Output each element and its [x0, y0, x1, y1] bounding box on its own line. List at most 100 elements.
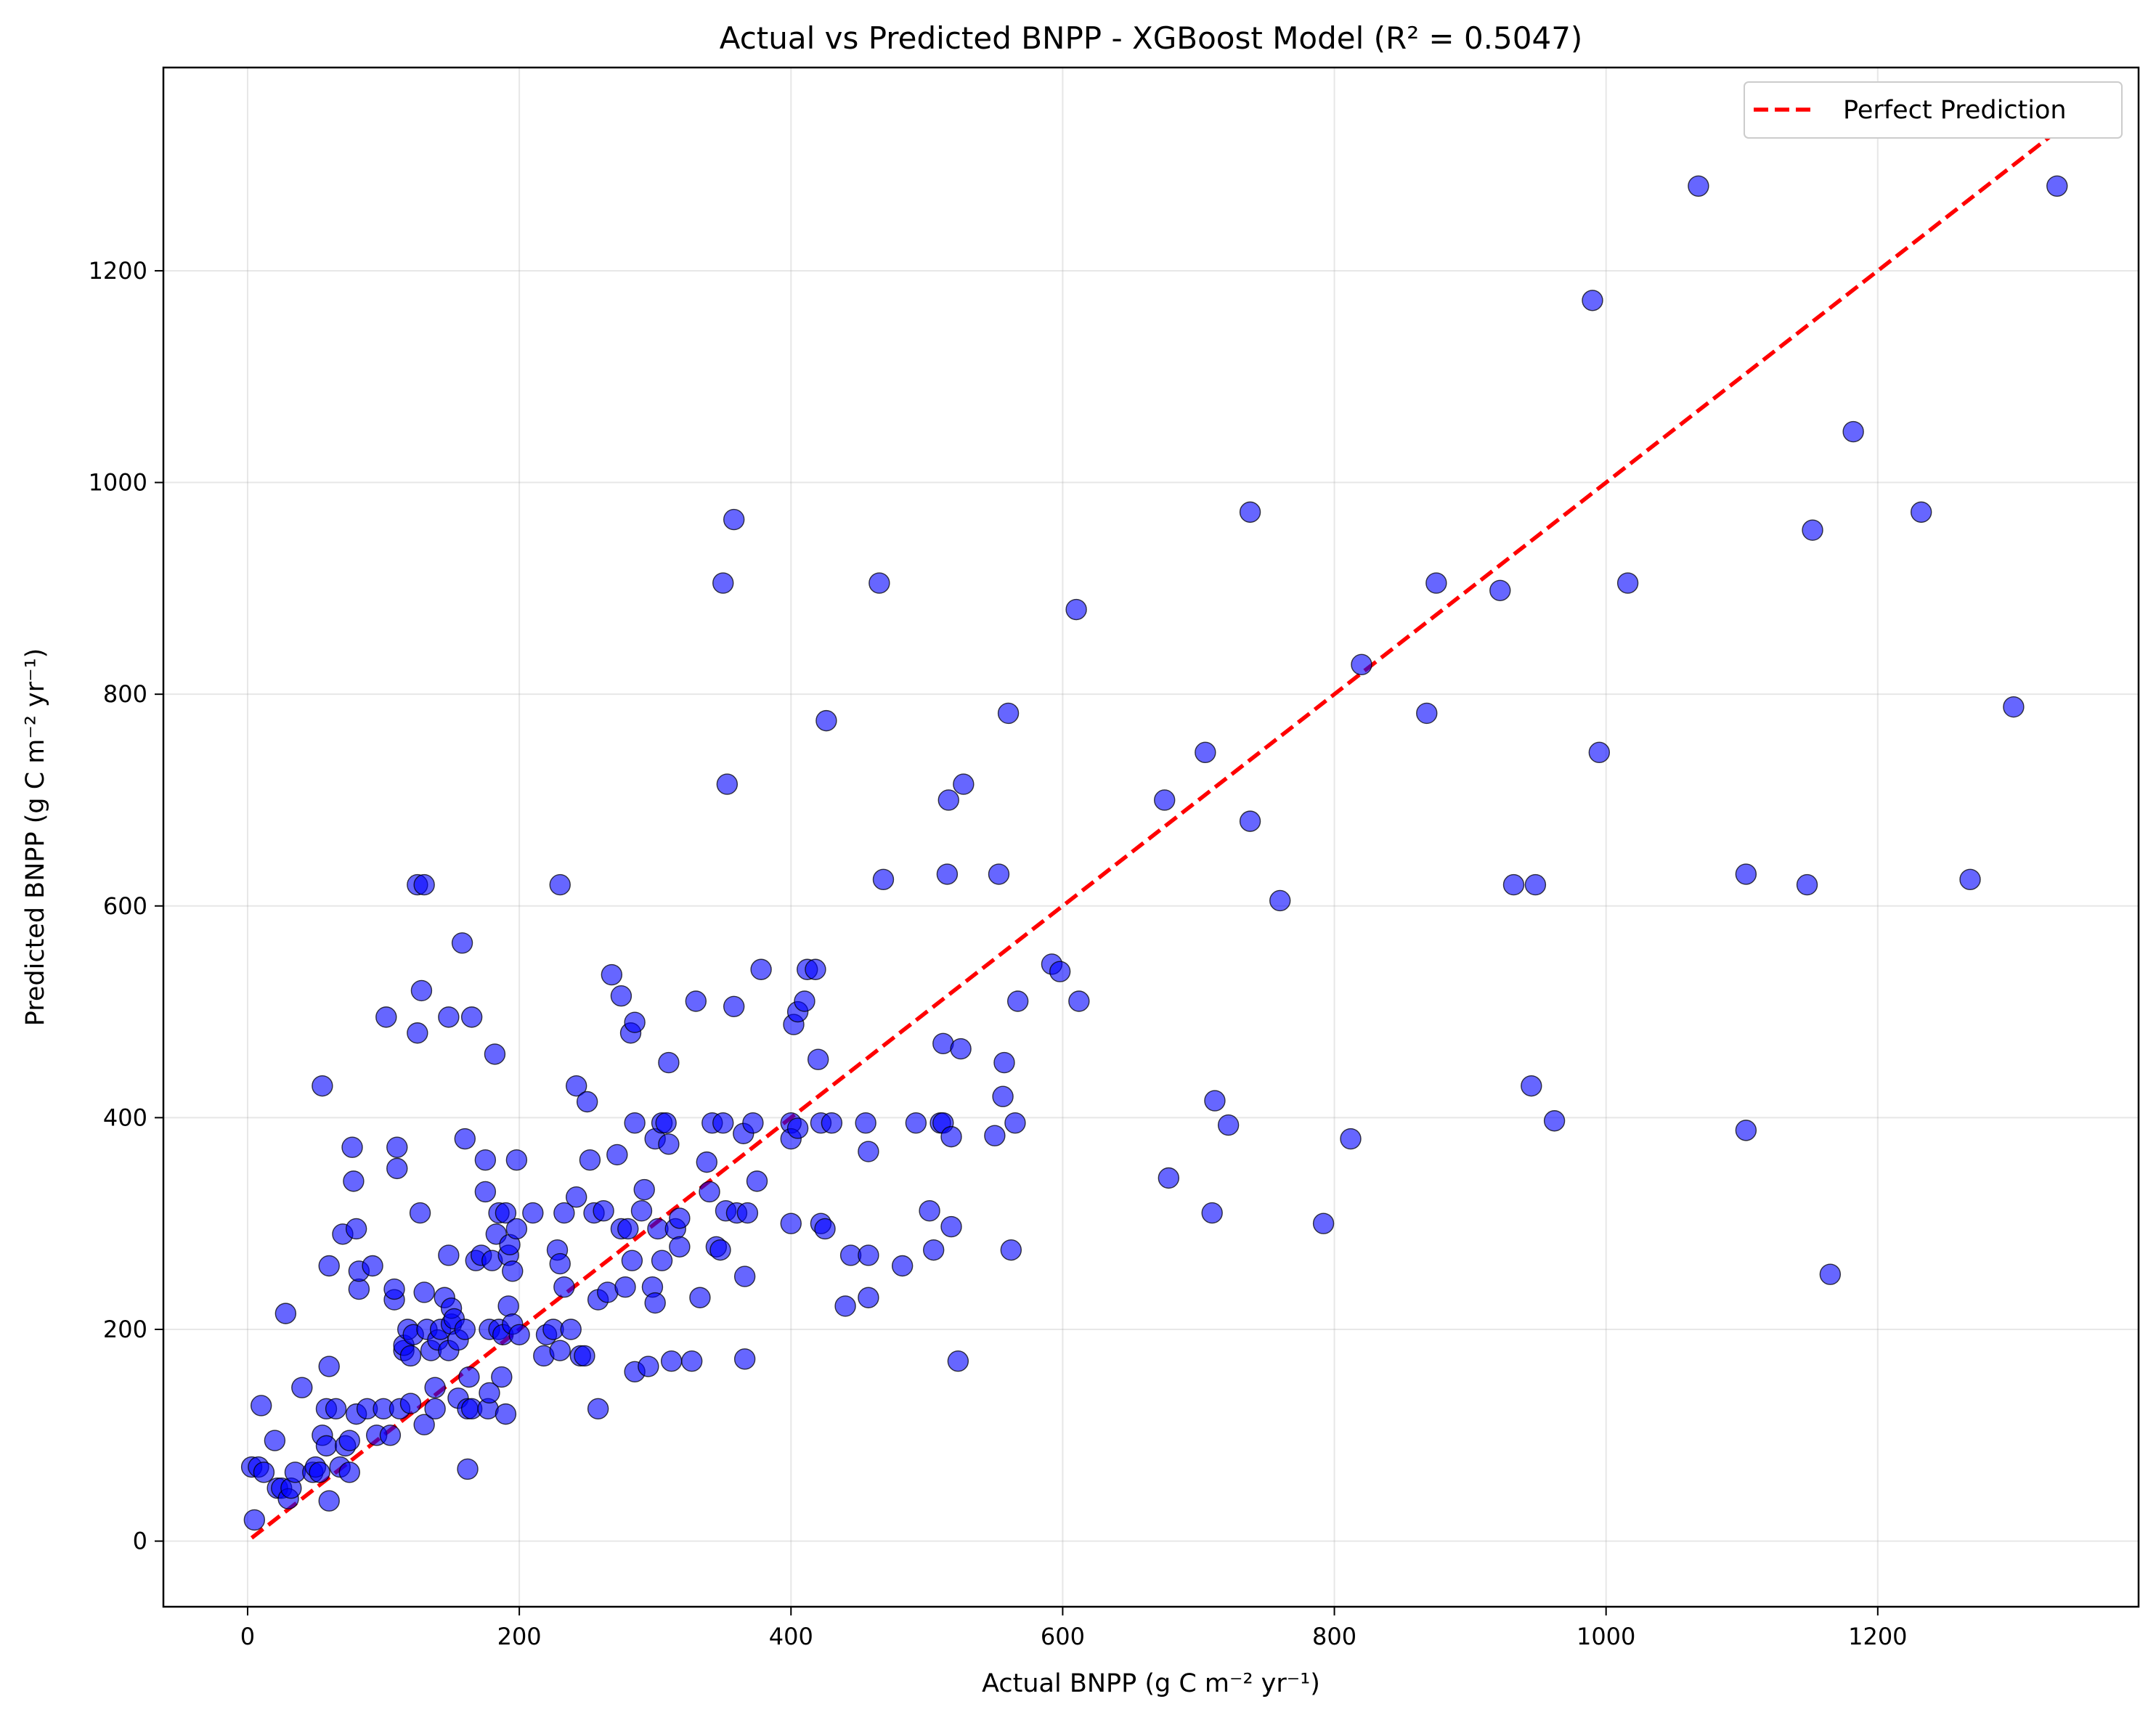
- data-point: [644, 1292, 666, 1314]
- data-point: [601, 963, 623, 986]
- data-point: [1959, 868, 1981, 891]
- data-point: [807, 1048, 829, 1070]
- data-point: [932, 1032, 954, 1055]
- data-point: [1735, 863, 1757, 885]
- data-point: [1049, 961, 1071, 982]
- data-point: [953, 773, 975, 795]
- data-point: [624, 1112, 646, 1134]
- data-point: [940, 1215, 962, 1238]
- data-point: [858, 1244, 879, 1266]
- data-point: [338, 1430, 360, 1451]
- data-point: [348, 1278, 370, 1300]
- data-point: [669, 1236, 691, 1258]
- data-points: [240, 175, 2068, 1531]
- data-point: [655, 1112, 677, 1134]
- data-point: [522, 1202, 544, 1224]
- data-point: [549, 873, 571, 896]
- data-point: [681, 1350, 703, 1372]
- data-point: [858, 1141, 879, 1162]
- data-point: [597, 1281, 619, 1303]
- data-point: [1312, 1212, 1335, 1234]
- data-point: [992, 1085, 1014, 1107]
- data-point: [1154, 789, 1176, 811]
- data-point: [454, 1318, 476, 1340]
- data-point: [1000, 1239, 1022, 1261]
- data-point: [723, 995, 745, 1017]
- data-point: [780, 1212, 802, 1234]
- data-point: [821, 1112, 843, 1134]
- data-point: [1588, 741, 1611, 764]
- data-point: [1340, 1128, 1362, 1150]
- data-point: [1351, 653, 1372, 676]
- data-point: [733, 1348, 756, 1370]
- y-tick-label: 1000: [89, 469, 147, 497]
- data-point: [343, 1170, 365, 1192]
- data-point: [805, 958, 826, 980]
- data-point: [549, 1252, 571, 1275]
- data-point: [560, 1318, 582, 1340]
- data-point: [479, 1382, 500, 1404]
- data-point: [325, 1398, 347, 1420]
- data-point: [508, 1324, 530, 1345]
- x-axis-ticks: 0 200 400 600 800 1000 1200: [240, 1607, 1908, 1650]
- data-point: [669, 1207, 691, 1229]
- data-point: [1239, 501, 1261, 523]
- data-point: [723, 508, 745, 531]
- y-axis-ticks: 0 200 400 600 800 1000 1200: [89, 257, 163, 1555]
- data-point: [2003, 696, 2025, 718]
- x-tick-label: 1000: [1577, 1623, 1635, 1650]
- data-point: [576, 1091, 598, 1113]
- data-point: [712, 1112, 734, 1134]
- data-point: [922, 1239, 945, 1261]
- data-point: [1204, 1090, 1226, 1112]
- data-point: [1201, 1202, 1223, 1224]
- data-point: [338, 1462, 360, 1483]
- data-point: [1195, 741, 1216, 764]
- data-point: [746, 1170, 768, 1192]
- data-point: [553, 1202, 575, 1224]
- data-point: [409, 1202, 431, 1224]
- data-point: [243, 1509, 266, 1531]
- data-point: [1425, 572, 1447, 594]
- data-point: [375, 1006, 397, 1028]
- data-point: [1521, 1075, 1542, 1097]
- data-point: [250, 1395, 272, 1417]
- data-point: [610, 985, 632, 1007]
- y-tick-label: 0: [133, 1528, 147, 1555]
- data-point: [786, 1117, 809, 1139]
- data-point: [1158, 1167, 1180, 1189]
- y-tick-label: 600: [103, 892, 147, 920]
- data-point: [309, 1462, 330, 1483]
- data-point: [341, 1136, 363, 1158]
- data-point: [345, 1218, 367, 1240]
- data-point: [712, 572, 734, 594]
- data-point: [988, 863, 1010, 885]
- legend-label: Perfect Prediction: [1843, 96, 2067, 125]
- y-tick-label: 200: [103, 1316, 147, 1343]
- data-point: [1842, 420, 1864, 443]
- data-point: [1819, 1263, 1842, 1285]
- data-point: [318, 1356, 340, 1377]
- data-point: [1239, 810, 1261, 832]
- legend-box: [1744, 81, 2123, 139]
- data-point: [855, 1112, 876, 1134]
- data-point: [438, 1006, 460, 1028]
- data-point: [424, 1398, 446, 1420]
- data-point: [733, 1265, 756, 1287]
- data-point: [579, 1149, 601, 1171]
- data-point: [438, 1244, 460, 1266]
- data-point: [617, 1218, 639, 1240]
- data-point: [505, 1218, 528, 1240]
- data-point: [1582, 290, 1603, 311]
- data-point: [474, 1181, 497, 1203]
- data-point: [947, 1350, 969, 1372]
- data-point: [689, 1287, 711, 1308]
- data-point: [950, 1038, 972, 1060]
- data-point: [1489, 579, 1511, 601]
- data-point: [565, 1075, 587, 1097]
- data-point: [379, 1424, 402, 1446]
- data-point: [497, 1295, 519, 1317]
- data-point: [1688, 175, 1709, 197]
- data-point: [709, 1239, 731, 1261]
